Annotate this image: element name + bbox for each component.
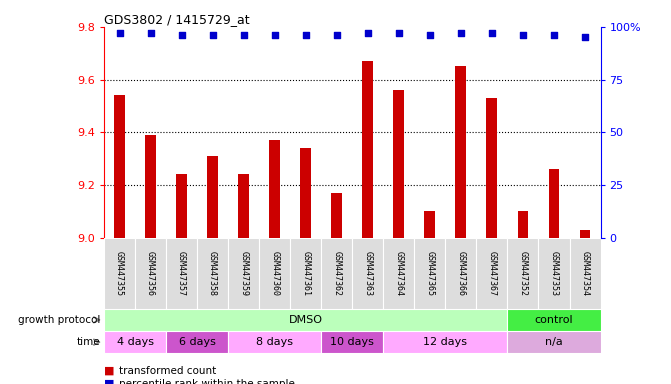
Text: 12 days: 12 days bbox=[423, 337, 468, 347]
Text: GSM447364: GSM447364 bbox=[395, 251, 403, 296]
Bar bbox=[104, 309, 507, 331]
Point bbox=[580, 34, 590, 40]
Text: GSM447357: GSM447357 bbox=[177, 251, 186, 296]
Text: GSM447358: GSM447358 bbox=[208, 251, 217, 296]
Text: GSM447352: GSM447352 bbox=[519, 251, 527, 296]
Bar bbox=[331, 193, 342, 238]
Point bbox=[362, 30, 373, 36]
Bar bbox=[580, 230, 590, 238]
Bar bbox=[114, 95, 125, 238]
Point bbox=[456, 30, 466, 36]
Point bbox=[301, 32, 311, 38]
Bar bbox=[570, 238, 601, 309]
Bar bbox=[549, 169, 560, 238]
Point bbox=[145, 30, 156, 36]
Bar bbox=[176, 174, 187, 238]
Bar bbox=[290, 238, 321, 309]
Point bbox=[425, 32, 435, 38]
Point bbox=[238, 32, 249, 38]
Text: DMSO: DMSO bbox=[289, 315, 323, 325]
Text: 10 days: 10 days bbox=[330, 337, 374, 347]
Text: GSM447359: GSM447359 bbox=[239, 251, 248, 296]
Text: ■: ■ bbox=[104, 366, 115, 376]
Bar bbox=[538, 238, 570, 309]
Point bbox=[176, 32, 187, 38]
Text: GSM447361: GSM447361 bbox=[301, 251, 310, 296]
Bar bbox=[259, 238, 290, 309]
Bar bbox=[197, 238, 228, 309]
Text: GSM447355: GSM447355 bbox=[115, 251, 124, 296]
Text: GSM447353: GSM447353 bbox=[550, 251, 558, 296]
Bar bbox=[456, 66, 466, 238]
Text: GSM447367: GSM447367 bbox=[487, 251, 497, 296]
Text: GSM447363: GSM447363 bbox=[363, 251, 372, 296]
Bar bbox=[446, 238, 476, 309]
Bar bbox=[207, 156, 218, 238]
Bar bbox=[301, 148, 311, 238]
Bar bbox=[425, 211, 435, 238]
Point bbox=[114, 30, 125, 36]
Bar bbox=[393, 90, 404, 238]
Text: GSM447362: GSM447362 bbox=[332, 251, 342, 296]
Point bbox=[549, 32, 560, 38]
Bar bbox=[414, 238, 446, 309]
Text: control: control bbox=[535, 315, 573, 325]
Text: GSM447366: GSM447366 bbox=[456, 251, 466, 296]
Bar bbox=[145, 135, 156, 238]
Bar bbox=[507, 331, 601, 353]
Text: n/a: n/a bbox=[545, 337, 563, 347]
Bar bbox=[228, 238, 259, 309]
Point bbox=[207, 32, 218, 38]
Text: GSM447356: GSM447356 bbox=[146, 251, 155, 296]
Bar bbox=[321, 238, 352, 309]
Bar bbox=[135, 238, 166, 309]
Text: 4 days: 4 days bbox=[117, 337, 154, 347]
Bar bbox=[238, 174, 249, 238]
Text: growth protocol: growth protocol bbox=[18, 315, 101, 325]
Point bbox=[517, 32, 528, 38]
Text: GSM447365: GSM447365 bbox=[425, 251, 434, 296]
Text: GSM447354: GSM447354 bbox=[580, 251, 590, 296]
Bar bbox=[383, 331, 507, 353]
Text: transformed count: transformed count bbox=[119, 366, 216, 376]
Bar bbox=[104, 331, 166, 353]
Bar bbox=[228, 331, 321, 353]
Bar bbox=[486, 98, 497, 238]
Point bbox=[269, 32, 280, 38]
Bar bbox=[269, 140, 280, 238]
Text: ■: ■ bbox=[104, 379, 115, 384]
Text: time: time bbox=[77, 337, 101, 347]
Bar bbox=[104, 238, 135, 309]
Text: 6 days: 6 days bbox=[178, 337, 215, 347]
Text: percentile rank within the sample: percentile rank within the sample bbox=[119, 379, 295, 384]
Text: GSM447360: GSM447360 bbox=[270, 251, 279, 296]
Point bbox=[486, 30, 497, 36]
Bar bbox=[166, 238, 197, 309]
Point bbox=[393, 30, 404, 36]
Bar bbox=[352, 238, 383, 309]
Bar bbox=[476, 238, 507, 309]
Bar bbox=[507, 309, 601, 331]
Point bbox=[331, 32, 342, 38]
Bar bbox=[383, 238, 415, 309]
Bar bbox=[507, 238, 538, 309]
Bar bbox=[362, 61, 373, 238]
Bar bbox=[517, 211, 528, 238]
Bar bbox=[321, 331, 383, 353]
Bar bbox=[166, 331, 228, 353]
Text: GDS3802 / 1415729_at: GDS3802 / 1415729_at bbox=[104, 13, 250, 26]
Text: 8 days: 8 days bbox=[256, 337, 293, 347]
